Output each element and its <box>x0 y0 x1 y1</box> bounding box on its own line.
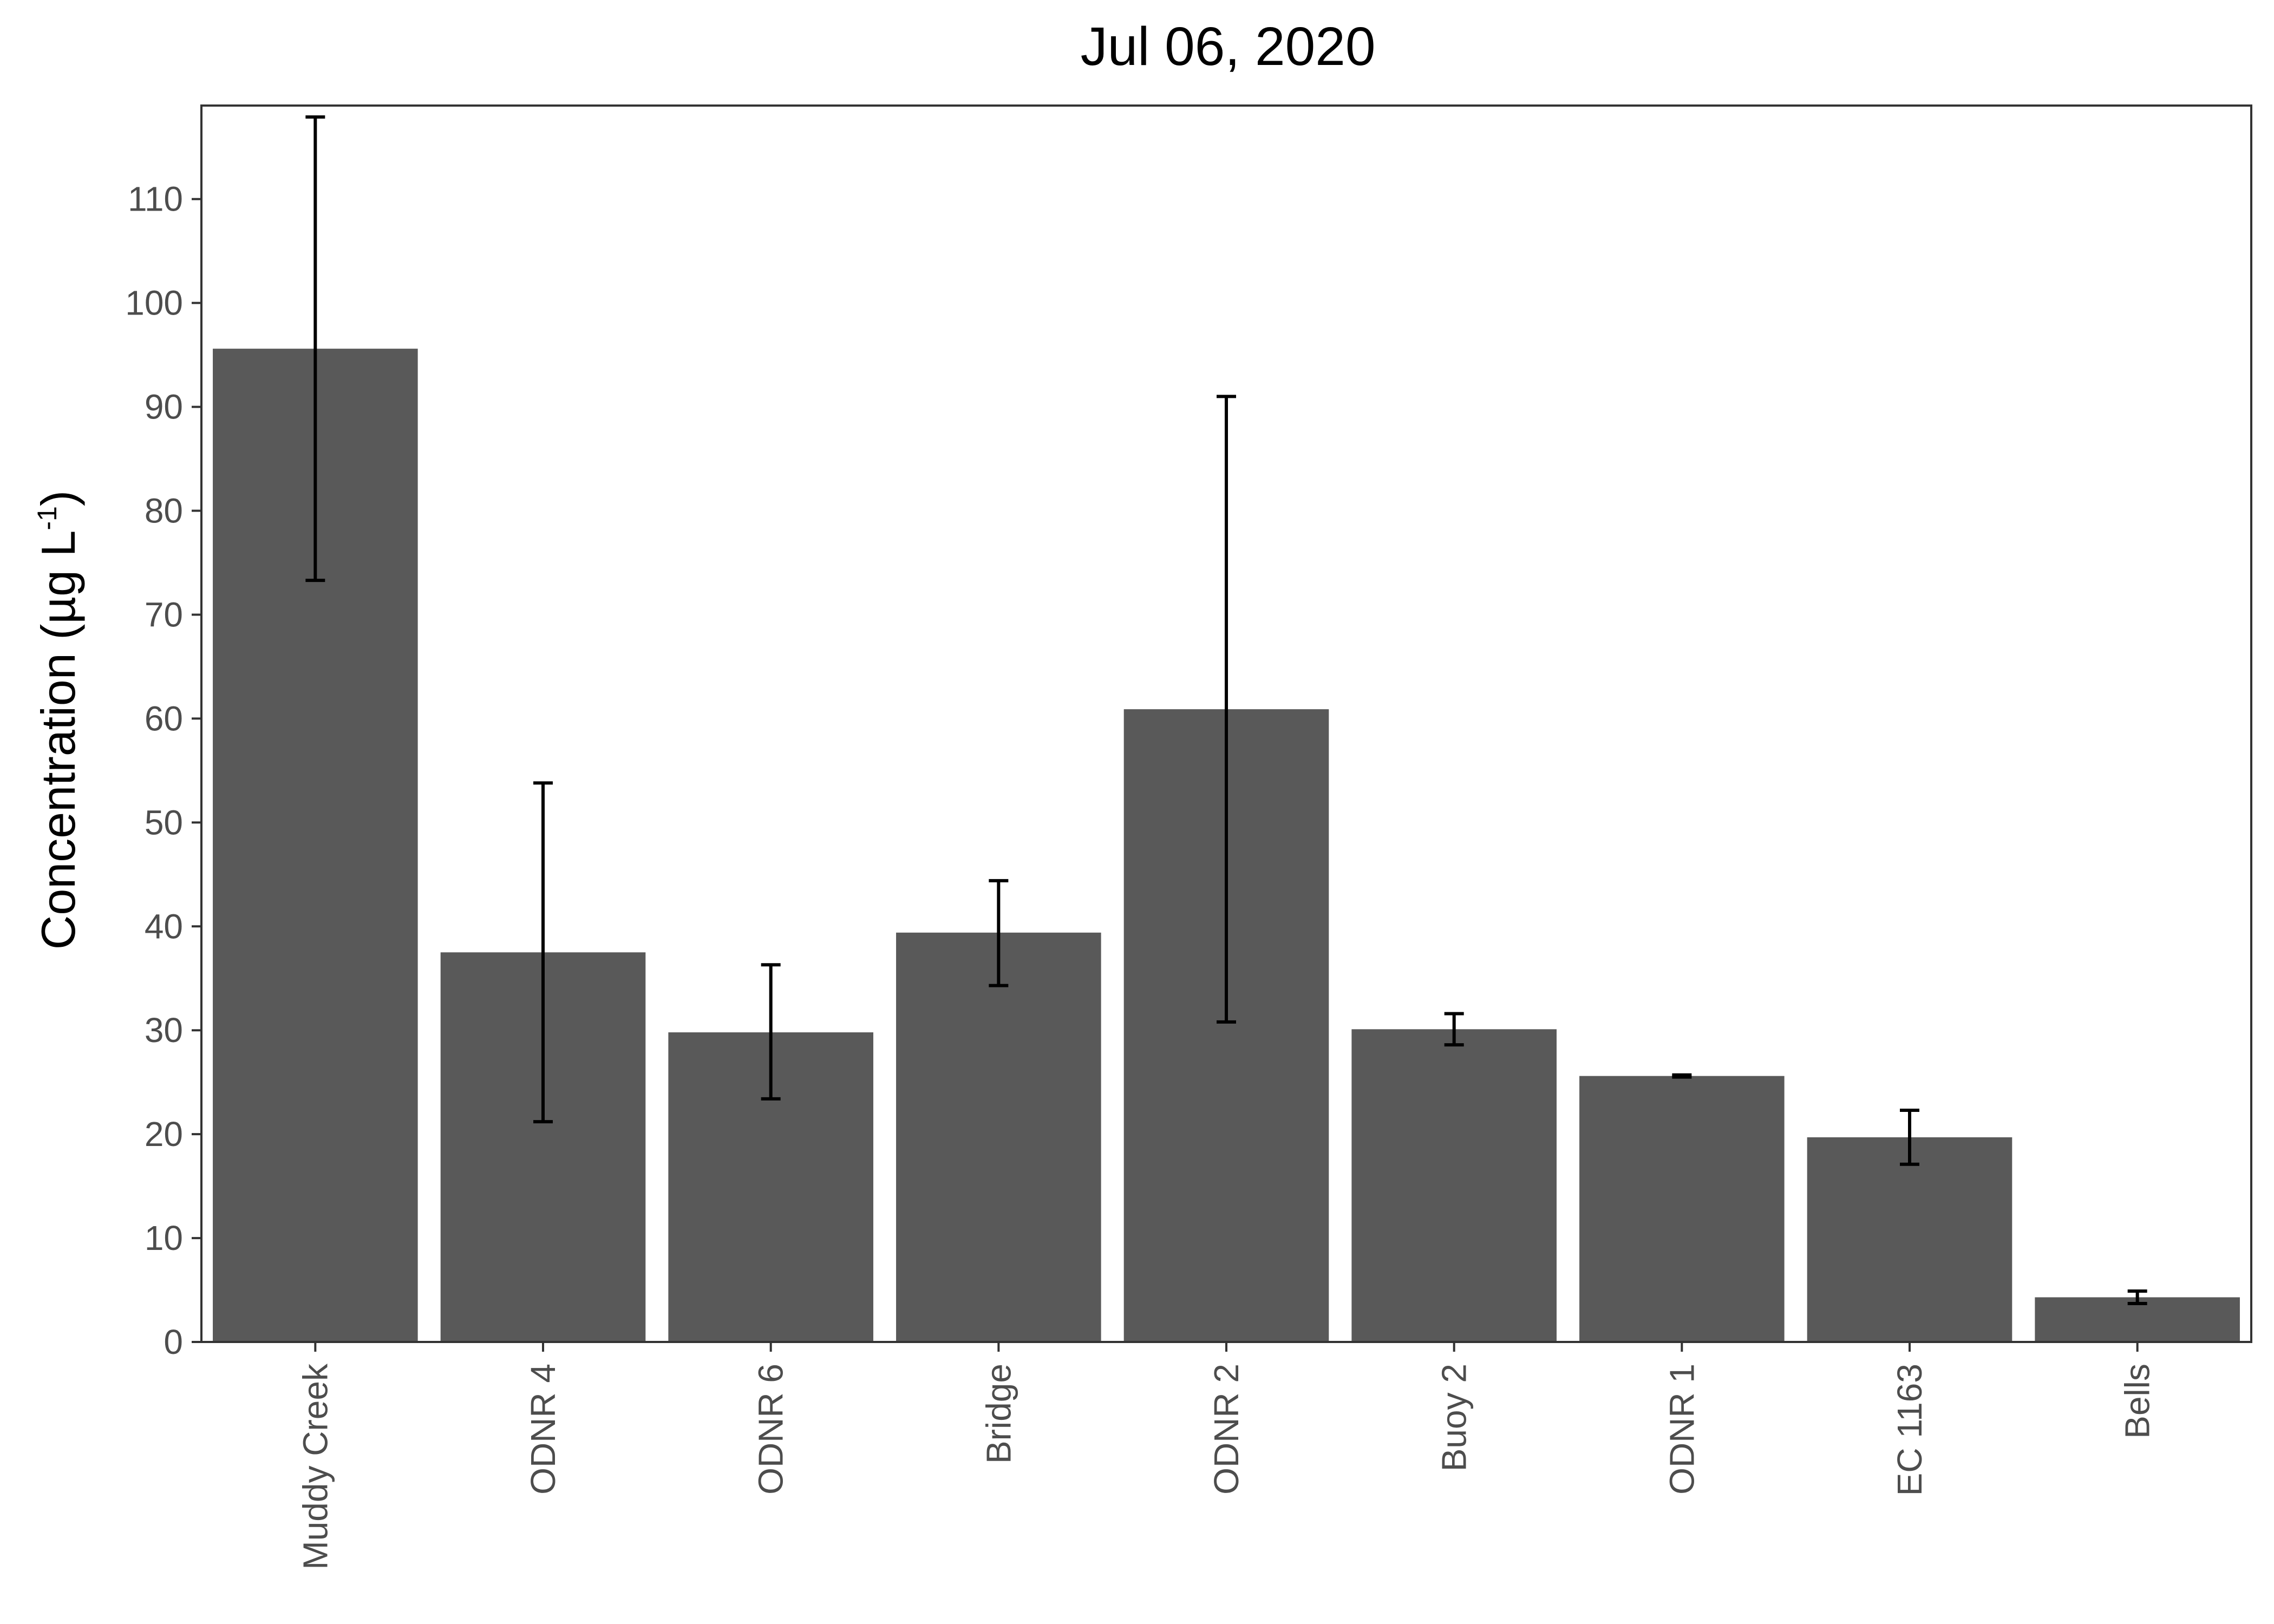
bar <box>1807 1137 2012 1342</box>
bar <box>1579 1076 1785 1342</box>
x-tick-label: Bells <box>2118 1364 2157 1439</box>
chart-title: Jul 06, 2020 <box>1081 16 1376 77</box>
y-tick-label: 10 <box>145 1219 183 1258</box>
x-tick-label: Muddy Creek <box>296 1363 335 1570</box>
y-tick-label: 40 <box>145 907 183 946</box>
x-tick-label: ODNR 2 <box>1207 1364 1246 1495</box>
y-tick-label: 20 <box>145 1115 183 1154</box>
y-tick-label: 0 <box>164 1322 183 1361</box>
x-tick-label: ODNR 1 <box>1662 1364 1701 1495</box>
y-tick-label: 60 <box>145 699 183 738</box>
y-axis-title-superscript: -1 <box>32 506 62 530</box>
y-tick-label: 100 <box>125 284 183 323</box>
x-tick-label: Buoy 2 <box>1435 1364 1474 1471</box>
y-tick-label: 30 <box>145 1011 183 1050</box>
x-axis: Muddy Creek ODNR 4 ODNR 6 Bridge ODNR 2 Buoy … <box>296 1342 2157 1570</box>
plot-panel-border <box>200 104 2252 1343</box>
y-axis-title: Concentration (µg L-1) <box>31 490 85 949</box>
x-tick-label: EC 1163 <box>1890 1364 1929 1496</box>
bars-layer <box>213 349 2240 1342</box>
bar <box>896 932 1101 1342</box>
x-tick-label: ODNR 4 <box>524 1364 563 1495</box>
y-tick-label: 70 <box>145 595 183 634</box>
y-tick-label: 50 <box>145 803 183 842</box>
y-axis: 0 10 20 30 40 50 60 70 80 90 100 110 <box>125 180 201 1361</box>
x-tick-label: Bridge <box>979 1364 1018 1464</box>
y-tick-label: 110 <box>128 180 183 219</box>
y-axis-title-text: Concentration (µg L <box>31 531 85 950</box>
y-axis-title-suffix: ) <box>31 490 85 506</box>
error-bars-layer <box>305 115 2147 1305</box>
x-tick-label: ODNR 6 <box>752 1364 790 1495</box>
y-tick-label: 90 <box>145 388 183 427</box>
bar <box>1351 1029 1557 1342</box>
y-tick-label: 80 <box>145 492 183 531</box>
